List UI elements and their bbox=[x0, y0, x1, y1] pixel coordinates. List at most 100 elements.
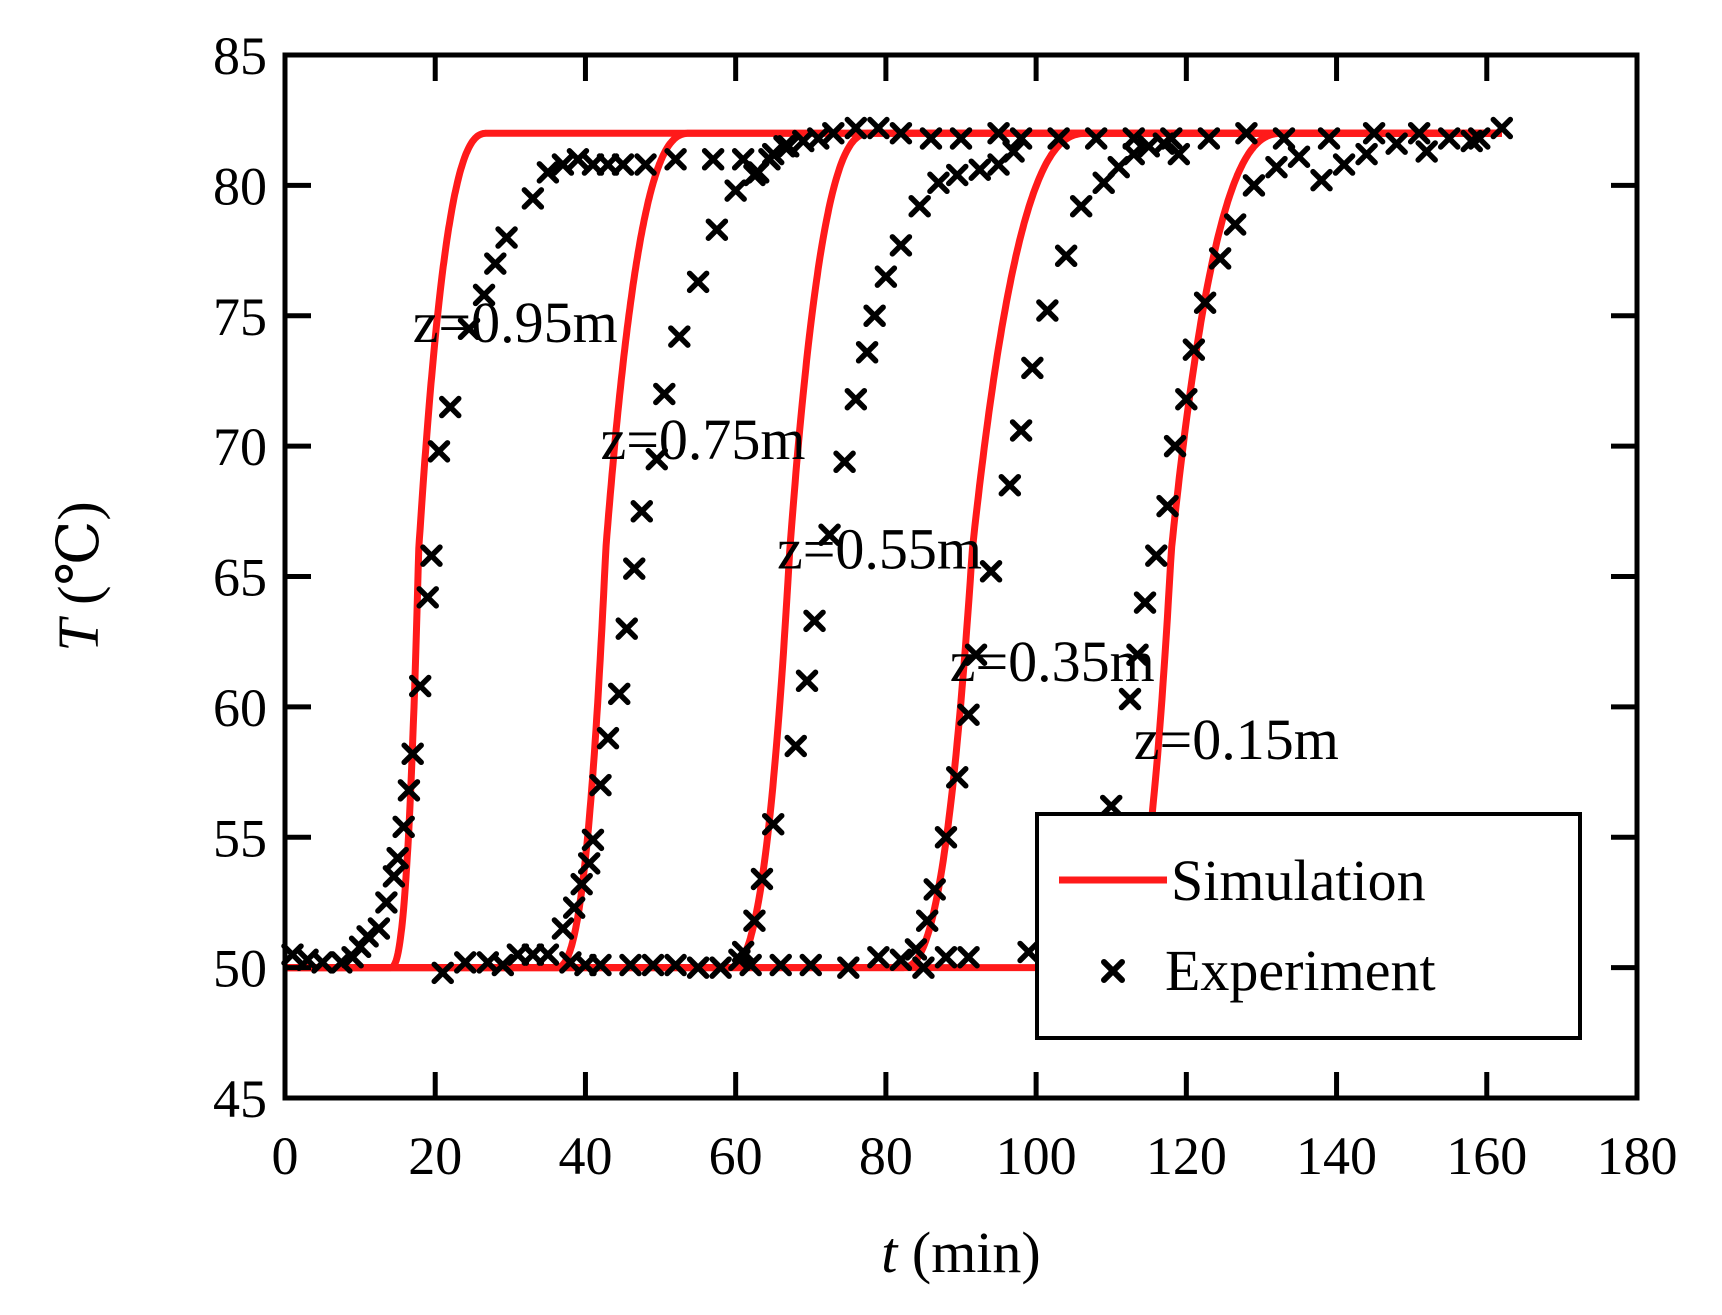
experiment-marker bbox=[773, 135, 796, 158]
y-tick-label: 60 bbox=[213, 678, 267, 738]
experiment-marker bbox=[1197, 127, 1221, 150]
experiment-marker bbox=[743, 909, 766, 932]
experiment-marker bbox=[596, 726, 620, 750]
experiment-marker bbox=[570, 872, 593, 896]
experiment-marker bbox=[375, 891, 398, 914]
legend-experiment-label: Experiment bbox=[1165, 938, 1436, 1003]
simulation-line bbox=[285, 129, 1502, 972]
experiment-marker bbox=[589, 773, 612, 797]
experiment-marker bbox=[795, 669, 819, 693]
x-axis-unit: (min) bbox=[897, 1220, 1040, 1285]
experiment-marker bbox=[803, 609, 826, 633]
experiment-marker bbox=[701, 148, 725, 171]
experiment-marker bbox=[1287, 145, 1311, 168]
experiment-marker bbox=[799, 953, 823, 977]
experiment-marker bbox=[979, 560, 1003, 583]
simulation-line bbox=[285, 129, 1502, 972]
experiment-marker bbox=[634, 153, 657, 176]
experiment-marker bbox=[1167, 142, 1191, 166]
simulation-line bbox=[285, 129, 1502, 972]
x-axis-label: t (min) bbox=[881, 1220, 1040, 1285]
x-axis-symbol: t bbox=[881, 1220, 899, 1285]
x-tick-label: 40 bbox=[558, 1126, 612, 1186]
experiment-marker bbox=[867, 116, 890, 140]
experiment-marker bbox=[987, 121, 1010, 145]
experiment-marker bbox=[1182, 338, 1206, 361]
experiment-marker bbox=[1175, 387, 1198, 411]
x-tick-label: 0 bbox=[272, 1126, 299, 1186]
y-tick-label: 65 bbox=[213, 548, 267, 608]
experiment-marker bbox=[454, 951, 477, 974]
experiment-marker bbox=[912, 956, 935, 979]
experiment-marker bbox=[630, 500, 654, 523]
experiment-marker bbox=[1069, 194, 1093, 218]
experiment-marker bbox=[889, 948, 913, 972]
x-tick-label: 80 bbox=[859, 1126, 913, 1186]
experiment-marker bbox=[818, 523, 841, 547]
experiment-marker bbox=[889, 121, 913, 145]
experiment-marker bbox=[619, 953, 642, 977]
experiment-marker bbox=[1122, 142, 1146, 166]
experiment-marker bbox=[1317, 127, 1341, 150]
experiment-marker bbox=[581, 828, 605, 852]
experiment-marker bbox=[457, 317, 481, 341]
experiment-marker bbox=[1126, 643, 1149, 666]
experiment-marker bbox=[653, 382, 676, 406]
experiment-marker bbox=[964, 643, 988, 666]
experiment-marker bbox=[577, 852, 601, 875]
experiment-marker bbox=[919, 127, 943, 150]
experiment-marker bbox=[1122, 127, 1146, 150]
experiment-marker bbox=[562, 896, 586, 919]
experiment-marker bbox=[1407, 121, 1431, 145]
experiment-marker bbox=[641, 953, 665, 977]
experiment-marker bbox=[934, 945, 958, 969]
experiment-marker bbox=[1002, 140, 1025, 163]
experiment-marker bbox=[1362, 121, 1386, 145]
y-tick-label: 85 bbox=[213, 26, 267, 86]
experiment-marker bbox=[438, 395, 462, 419]
experiment-marker bbox=[1133, 591, 1157, 614]
data-marks-layer bbox=[281, 116, 1514, 985]
experiment-marker bbox=[1437, 127, 1461, 150]
experiment-marker bbox=[420, 544, 443, 567]
experiment-marker bbox=[1017, 940, 1040, 964]
experiment-marker bbox=[1490, 116, 1514, 140]
curve-annotation: z=0.35m bbox=[950, 629, 1155, 694]
experiment-marker bbox=[844, 387, 868, 411]
experiment-marker bbox=[949, 127, 973, 150]
experiment-marker bbox=[401, 742, 424, 766]
experiment-marker bbox=[397, 779, 421, 802]
experiment-marker bbox=[536, 161, 560, 184]
experiment-marker bbox=[623, 557, 646, 580]
experiment-marker bbox=[521, 187, 545, 210]
experiment-marker bbox=[664, 148, 687, 171]
experiment-marker bbox=[1118, 687, 1142, 711]
experiment-marker bbox=[761, 812, 785, 836]
experiment-marker bbox=[664, 953, 687, 977]
experiment-marker bbox=[495, 226, 518, 249]
experiment-marker bbox=[1145, 544, 1168, 567]
curve-annotation: z=0.55m bbox=[777, 517, 982, 582]
curve-annotation: z=0.75m bbox=[600, 407, 805, 472]
experiment-marker bbox=[833, 450, 856, 474]
experiment-marker bbox=[945, 766, 969, 789]
experiment-marker bbox=[427, 440, 451, 463]
x-tick-label: 160 bbox=[1446, 1126, 1527, 1186]
legend: Simulation Experiment bbox=[1035, 812, 1582, 1040]
experiment-marker bbox=[1265, 155, 1288, 179]
y-tick-label: 80 bbox=[213, 156, 267, 216]
experiment-marker bbox=[705, 218, 729, 241]
experiment-marker bbox=[769, 953, 792, 977]
experiment-marker bbox=[1242, 174, 1266, 197]
experiment-marker bbox=[1099, 794, 1123, 818]
experiment-marker bbox=[589, 953, 612, 977]
x-tick-label: 180 bbox=[1597, 1126, 1678, 1186]
x-tick-label: 20 bbox=[408, 1126, 462, 1186]
experiment-marker bbox=[408, 674, 432, 698]
legend-experiment-marker bbox=[1101, 959, 1125, 983]
y-tick-label: 55 bbox=[213, 808, 267, 868]
legend-simulation-label: Simulation bbox=[1171, 848, 1426, 913]
experiment-marker bbox=[1009, 419, 1033, 442]
experiment-marker bbox=[1415, 140, 1438, 163]
